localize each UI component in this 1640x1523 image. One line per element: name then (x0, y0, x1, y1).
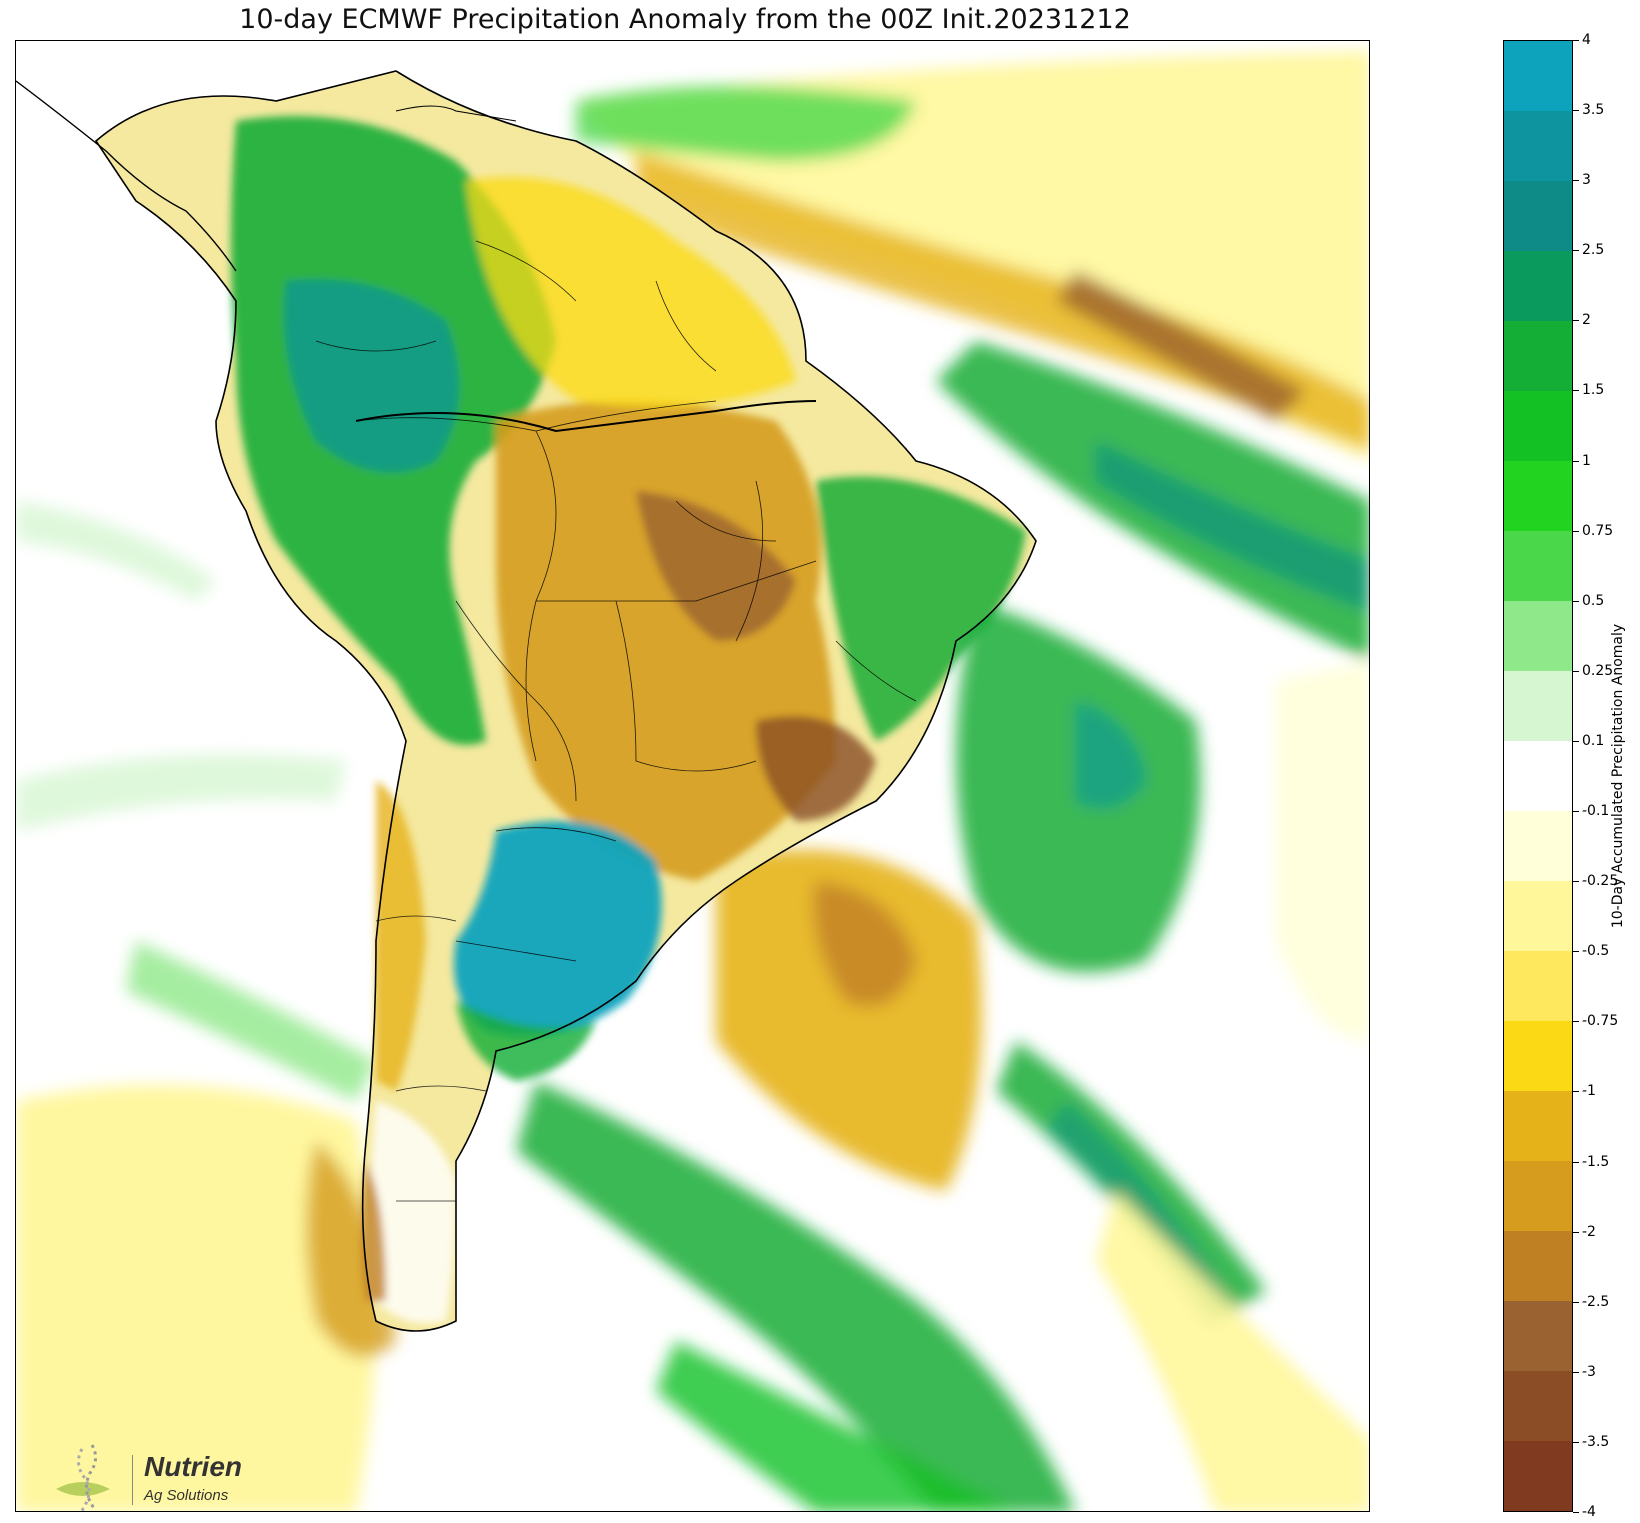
colorbar-bins (1503, 40, 1573, 1512)
precipitation-anomaly-map (16, 51, 1369, 1511)
colorbar-bin (1504, 1231, 1572, 1301)
colorbar-tick-label: -0.1 (1582, 803, 1610, 820)
colorbar-tick-label: -4 (1582, 1504, 1596, 1520)
colorbar-bin (1504, 951, 1572, 1021)
colorbar-tick-label: 1 (1582, 452, 1591, 469)
logo-subtitle: Ag Solutions (144, 1487, 229, 1504)
colorbar-bin (1504, 881, 1572, 951)
political-boundaries (315, 240, 917, 1202)
colorbar-label: 10-Day Accumulated Precipitation Anomaly (1610, 623, 1626, 929)
colorbar-bin (1504, 671, 1572, 741)
south-america-land (16, 70, 1037, 1332)
colorbar-bin (1504, 601, 1572, 671)
colorbar-bin (1504, 1301, 1572, 1371)
colorbar-tick-label: 0.75 (1582, 522, 1614, 539)
colorbar-tick-label: -2.5 (1582, 1293, 1610, 1310)
colorbar-tick-label: -3 (1582, 1363, 1596, 1380)
colorbar-tick-label: -3.5 (1582, 1433, 1610, 1450)
colorbar-tick-label: -2 (1582, 1223, 1596, 1240)
colorbar-bin (1504, 811, 1572, 881)
map-panel: Nutrien Ag Solutions (15, 40, 1370, 1512)
colorbar-bin (1504, 41, 1572, 111)
colorbar-bin (1504, 391, 1572, 461)
colorbar-bin (1504, 111, 1572, 181)
colorbar-bin (1504, 321, 1572, 391)
colorbar-bin (1504, 1161, 1572, 1231)
colorbar-bin (1504, 1091, 1572, 1161)
colorbar: 4 3.5 3 2.5 2 1.5 1 0.75 0.5 0.25 0.1 -0.1 -0.25 -0.5… (1503, 32, 1618, 1520)
nutrien-logo: Nutrien Ag Solutions (52, 1439, 282, 1511)
colorbar-bin (1504, 531, 1572, 601)
colorbar-bin (1504, 181, 1572, 251)
ocean-anomaly-field (16, 51, 1369, 1511)
colorbar-tick-label: 3 (1582, 172, 1591, 189)
colorbar-tick-label: 4 (1582, 32, 1591, 48)
colorbar-tick-label: 0.1 (1582, 732, 1605, 749)
colorbar-bin (1504, 251, 1572, 321)
colorbar-tick-label: -0.5 (1582, 943, 1610, 960)
colorbar-tick-label: -0.25 (1582, 873, 1619, 890)
nutrien-leaf-icon (56, 1444, 110, 1511)
colorbar-bin (1504, 461, 1572, 531)
colorbar-ticks: 4 3.5 3 2.5 2 1.5 1 0.75 0.5 0.25 0.1 -0.1 -0.25 -0.5… (1573, 32, 1633, 1520)
colorbar-tick-label: 2.5 (1582, 242, 1605, 259)
colorbar-tick-label: 1.5 (1582, 382, 1605, 399)
logo-name: Nutrien (144, 1451, 242, 1482)
colorbar-tick-label: -0.75 (1582, 1013, 1619, 1030)
logo-divider (132, 1455, 133, 1505)
colorbar-bin (1504, 1021, 1572, 1091)
colorbar-tick-label: -1 (1582, 1083, 1596, 1100)
colorbar-tick-label: 0.5 (1582, 592, 1605, 609)
map-title: 10-day ECMWF Precipitation Anomaly from … (239, 4, 1131, 35)
colorbar-tick-label: 2 (1582, 312, 1591, 329)
colorbar-tick-label: -1.5 (1582, 1153, 1610, 1170)
colorbar-bin (1504, 1441, 1572, 1511)
colorbar-tick-label: 3.5 (1582, 102, 1605, 119)
colorbar-bin (1504, 741, 1572, 811)
colorbar-bin (1504, 1371, 1572, 1441)
colorbar-tick-label: 0.25 (1582, 662, 1614, 679)
